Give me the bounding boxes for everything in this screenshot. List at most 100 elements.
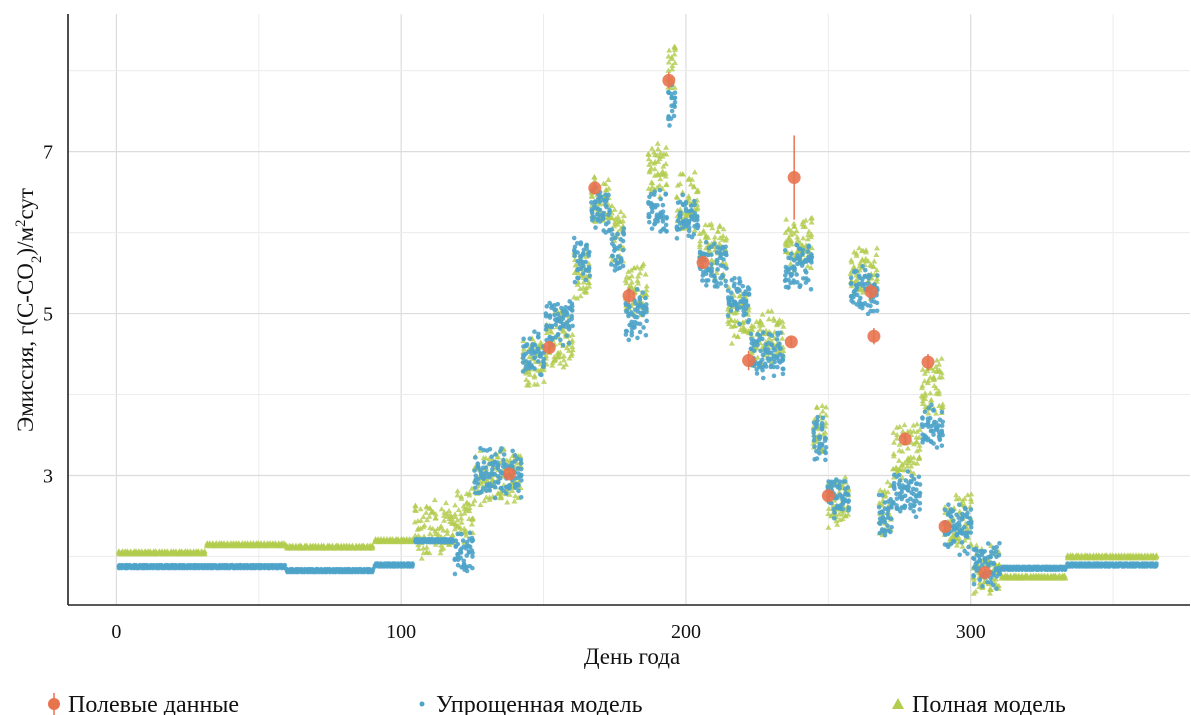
- full-model-point: [788, 228, 795, 234]
- full-model-point: [896, 457, 903, 463]
- simple-model-point: [754, 367, 759, 372]
- simple-model-point: [780, 371, 786, 377]
- simple-model-point: [751, 348, 757, 354]
- full-model-point: [569, 343, 576, 350]
- simple-model-point: [968, 519, 974, 524]
- full-model-point: [899, 461, 906, 467]
- simple-model-point: [811, 438, 817, 443]
- full-model-point: [418, 555, 425, 561]
- simple-model-point: [617, 244, 623, 249]
- full-model-point: [648, 159, 655, 165]
- simple-model-point: [512, 453, 518, 458]
- full-model-point: [591, 174, 598, 180]
- simple-model-point: [737, 305, 743, 310]
- full-model-point: [640, 261, 647, 267]
- simple-model-point: [845, 485, 851, 490]
- full-model-point: [725, 284, 732, 290]
- full-model-point: [808, 214, 815, 221]
- full-model-point: [656, 182, 663, 188]
- simple-model-point: [615, 231, 620, 237]
- simple-model-point: [649, 204, 654, 210]
- simple-model-point: [723, 278, 729, 284]
- full-model-point: [580, 279, 587, 285]
- full-model-point: [443, 499, 450, 506]
- simple-model-point: [640, 290, 646, 295]
- full-model-point: [804, 236, 811, 242]
- simple-model-point: [664, 229, 669, 234]
- simple-model-point: [758, 348, 763, 354]
- simple-model-point: [604, 196, 610, 202]
- simple-model-point: [492, 484, 498, 490]
- simple-model-point: [532, 355, 537, 361]
- full-model-point: [665, 67, 672, 73]
- full-model-point: [458, 519, 465, 525]
- simple-model-point: [909, 473, 914, 479]
- simple-model-point: [507, 483, 513, 489]
- simple-model-point: [917, 500, 923, 506]
- simple-model-point: [535, 346, 541, 352]
- simple-model-point: [737, 287, 742, 293]
- simple-model-point: [634, 287, 640, 292]
- simple-model-point: [492, 471, 497, 477]
- legend-simple-label: Упрощенная модель: [436, 692, 643, 715]
- simple-model-point: [791, 264, 796, 270]
- simple-model-point: [495, 479, 501, 485]
- y-tick-label: 3: [43, 465, 53, 487]
- full-model-point: [663, 181, 670, 187]
- simple-model-point: [708, 269, 714, 275]
- simple-model-point: [629, 329, 635, 335]
- full-model-point: [750, 323, 757, 329]
- simple-model-point: [836, 483, 842, 488]
- simple-model-point: [843, 479, 848, 484]
- full-model-point: [765, 316, 772, 322]
- simple-model-point: [939, 428, 945, 434]
- full-model-point: [916, 442, 923, 448]
- simple-model-point: [882, 528, 888, 533]
- simple-model-point: [789, 272, 795, 277]
- simple-model-point: [774, 337, 780, 342]
- full-model-point: [628, 273, 635, 279]
- full-model-point: [541, 378, 548, 384]
- simple-model-point: [572, 253, 577, 259]
- full-model-point: [908, 458, 915, 464]
- simple-model-point: [815, 414, 820, 420]
- full-model-point: [426, 505, 433, 511]
- full-model-point: [914, 428, 921, 434]
- simple-model-point: [816, 446, 822, 451]
- full-model-point: [968, 498, 975, 504]
- simple-model-point: [834, 495, 840, 500]
- simple-model-point: [709, 261, 714, 267]
- full-model-point: [643, 283, 650, 289]
- field-data-point: [542, 341, 556, 355]
- full-model-point: [608, 215, 615, 221]
- simple-model-point: [470, 550, 475, 556]
- full-model-point: [662, 173, 669, 179]
- full-model-point: [438, 542, 445, 548]
- full-model-point: [320, 542, 327, 548]
- simple-model-point: [410, 561, 415, 566]
- full-model-point: [788, 237, 795, 244]
- simple-model-point: [613, 235, 618, 241]
- simple-model-point: [785, 266, 791, 271]
- full-model-point: [478, 481, 485, 487]
- full-model-point: [709, 225, 716, 231]
- simple-model-point: [598, 194, 604, 199]
- simple-model-point: [700, 278, 705, 283]
- full-model-point: [412, 506, 419, 513]
- simple-model-point: [846, 498, 852, 503]
- simple-model-point: [786, 284, 791, 290]
- full-model-point: [938, 374, 945, 380]
- simple-model-point: [487, 446, 493, 452]
- simple-model-point: [680, 192, 686, 198]
- simple-model-point: [575, 275, 580, 281]
- field-data-point: [742, 354, 756, 368]
- full-model-point: [757, 326, 764, 332]
- full-model-point: [417, 525, 424, 531]
- full-model-point: [534, 381, 541, 387]
- simple-model-point: [569, 307, 575, 313]
- simple-model-point: [737, 321, 742, 327]
- simple-model-point: [455, 562, 461, 568]
- full-model-point: [458, 515, 465, 521]
- simple-model-point: [644, 302, 649, 307]
- full-model-point: [537, 339, 544, 345]
